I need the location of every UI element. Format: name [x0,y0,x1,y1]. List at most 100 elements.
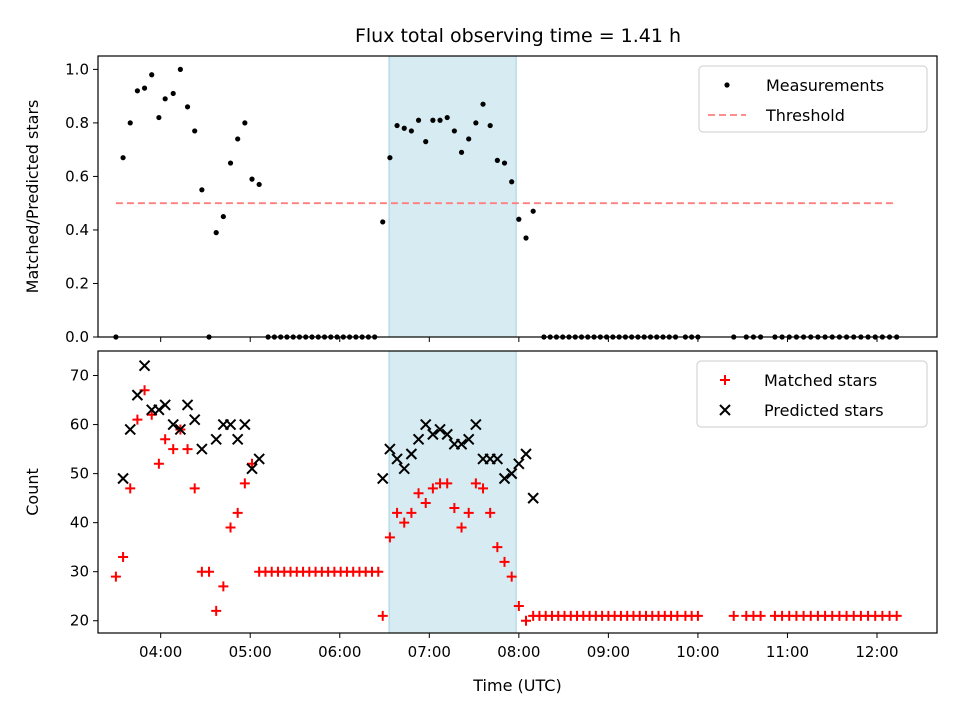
y-axis-label: Count [23,468,42,516]
matched-point [427,483,438,494]
measurement-point [242,120,248,126]
predicted-point [462,433,475,445]
predicted-point [167,418,179,431]
legend-box [698,65,928,133]
matched-point [118,551,129,562]
y-tick-label: 60 [70,416,89,434]
measurement-point [451,128,457,134]
chart-title: Flux total observing time = 1.41 h [355,25,681,47]
x-axis-ticks: 04:00 05:00 06:00 07:00 08:00 09:00 10:00 11:00… [139,633,899,661]
matched-point [218,581,229,592]
predicted-point [377,472,389,485]
matched-point [521,615,532,626]
measurement-point [509,179,515,185]
matched-point [478,483,489,494]
predicted-point [138,360,151,372]
predicted-point [441,428,453,441]
y-tick-label: 0.6 [65,167,89,185]
predicted-point [253,453,265,465]
y-tick-label: 20 [70,612,89,630]
matched-point [377,610,388,621]
predicted-point [117,472,129,485]
legend-label: Measurements [766,76,884,95]
measurement-point [149,72,155,78]
measurement-point [199,187,205,193]
matched-point [442,478,453,489]
measurement-point [249,176,255,182]
axes-frame [97,350,938,634]
matched-point [168,444,179,455]
predicted-point [391,453,403,465]
count-panel: 20 30 40 50 60 70 04:00 05:00 06:00 07:00 08:00 09:… [23,350,938,695]
matched-point [891,610,902,621]
measurement-point [220,213,226,220]
x-axis-ticks [160,337,878,342]
measurement-point [120,155,126,161]
predicted-point [196,443,208,455]
x-tick-label: 07:00 [408,643,451,661]
measurement-point [184,104,191,110]
matched-point [384,532,395,543]
measurement-point [380,219,386,225]
measurement-point [501,160,508,166]
y-tick-label: 50 [70,465,89,483]
legend-marker-matched [720,375,730,385]
measurement-point [408,128,414,134]
measurement-point [170,90,176,97]
predicted-point [505,467,518,480]
measurement-point [162,96,168,102]
measurement-point [387,155,393,161]
x-tick-label: 08:00 [497,643,540,661]
matched-point [204,566,215,577]
observing-window-span [388,350,517,634]
predicted-point [398,462,410,475]
measurement-point [430,117,436,123]
matched-point [755,610,766,621]
y-axis-label: Matched/Predicted stars [23,100,42,294]
predicted-point [412,433,425,445]
y-tick-label: 40 [70,514,89,532]
matched-point [492,542,503,553]
predicted-point [131,389,144,401]
predicted-point [124,423,136,436]
x-tick-label: 12:00 [855,643,898,661]
matched-point [182,444,193,455]
predicted-point [174,423,187,436]
predicted-point [159,399,171,411]
matched-point [392,507,403,518]
measurement-point [458,149,465,155]
matched-point [125,483,136,494]
matched-point [470,478,481,489]
matched-point [160,434,171,445]
predicted-point [520,448,532,460]
predicted-point [239,418,251,431]
y-axis-ticks: 20 30 40 50 60 70 [70,367,98,630]
predicted-point [491,453,504,465]
measurement-point [423,139,429,145]
matched-point [132,414,143,425]
measurement-point [156,114,162,121]
axes-frame [97,55,938,338]
measurement-point [444,114,450,121]
measurement-point [235,136,241,142]
predicted-point [470,418,482,431]
matched-point [463,507,474,518]
predicted-point [420,418,432,431]
predicted-point [498,472,511,485]
y-tick-label: 0.0 [65,328,89,346]
legend-label: Predicted stars [764,401,884,420]
y-tick-label: 0.8 [65,114,89,132]
measurement-point [192,128,198,134]
measurement-point [530,208,536,214]
matched-point [513,601,524,612]
measurement-point [494,157,500,163]
measurement-point [415,117,422,123]
predicted-point [181,399,194,411]
matched-point [153,458,164,469]
matched-point [225,522,236,533]
y-tick-label: 70 [70,367,89,385]
series-predicted-stars [117,360,539,504]
predicted-point [188,413,201,426]
matched-point [189,483,200,494]
